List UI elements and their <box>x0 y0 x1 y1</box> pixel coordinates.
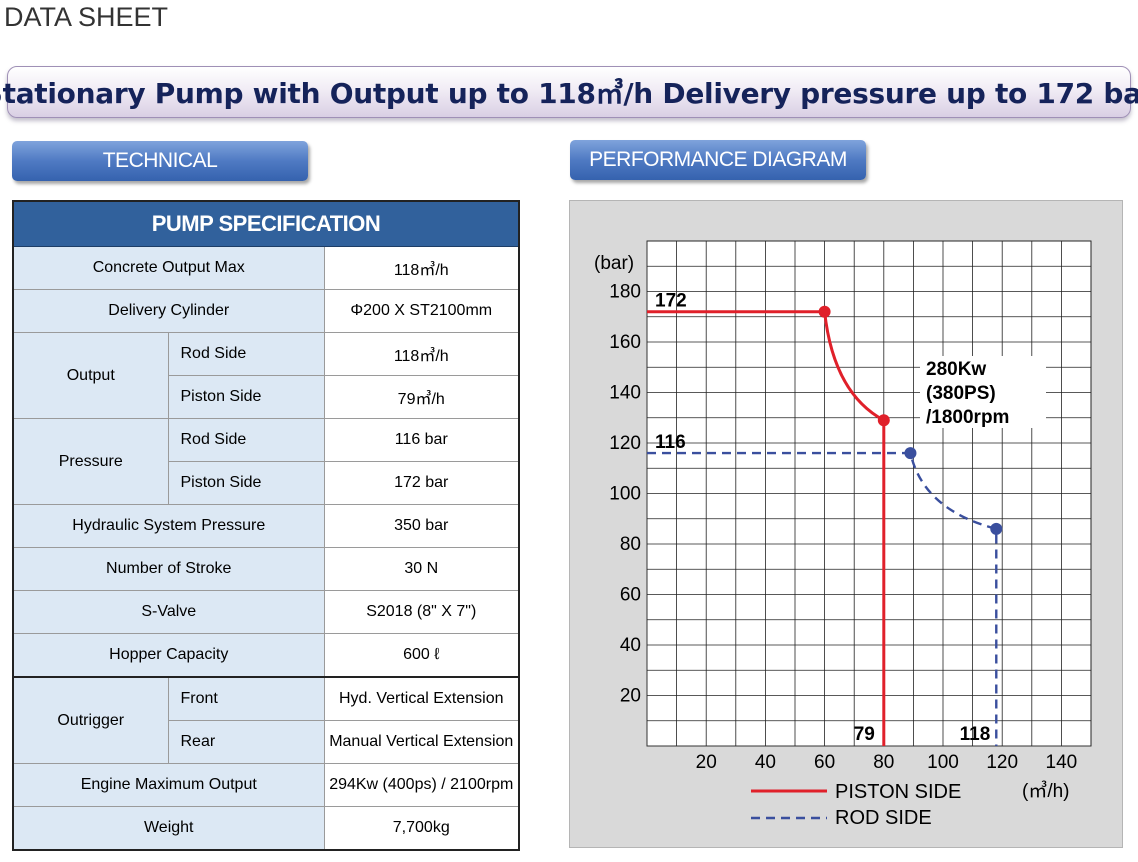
row-sublabel: Front <box>167 676 325 721</box>
legend-label-piston: PISTON SIDE <box>835 781 961 803</box>
row-sublabel: Rod Side <box>167 418 325 462</box>
row-value: 30 N <box>323 547 520 591</box>
technical-section-button[interactable]: TECHNICAL <box>12 141 308 181</box>
table-row: Hydraulic System Pressure 350 bar <box>12 504 520 548</box>
x-tick-label: 120 <box>986 752 1018 773</box>
data-point-marker <box>877 414 890 427</box>
table-row: Rear Manual Vertical Extension <box>13 720 520 764</box>
x-tick-label: 20 <box>696 752 717 773</box>
row-value: 118㎥/h <box>323 332 520 376</box>
row-sublabel: Piston Side <box>167 375 325 419</box>
y-tick-label: 60 <box>620 585 641 606</box>
performance-chart: 20 40 60 80 100 120 140 160 180 20 40 60 80 100 120 140… <box>594 240 1092 829</box>
value-label: 118 <box>960 724 991 745</box>
row-value: S2018 (8" X 7") <box>323 590 520 634</box>
x-tick-label: 60 <box>814 752 835 773</box>
row-sublabel: Rear <box>167 720 325 764</box>
performance-diagram-section-button[interactable]: PERFORMANCE DIAGRAM <box>570 140 866 180</box>
table-row: Engine Maximum Output 294Kw (400ps) / 21… <box>12 763 520 807</box>
row-value: Manual Vertical Extension <box>323 720 520 764</box>
y-tick-label: 120 <box>609 433 641 454</box>
x-tick-label: 140 <box>1046 752 1078 773</box>
row-value: 600 ℓ <box>323 633 520 678</box>
title-banner: Stationary Pump with Output up to 118㎥/h… <box>0 66 1138 118</box>
table-row: Pressure Rod Side 116 bar <box>12 418 520 505</box>
value-label: 79 <box>854 724 875 745</box>
value-label: 116 <box>655 432 686 453</box>
y-tick-label: 80 <box>620 534 641 555</box>
legend-label-rod: ROD SIDE <box>835 807 932 829</box>
row-value: 116 bar <box>323 418 520 462</box>
table-row: Concrete Output Max 118㎥/h <box>12 246 520 290</box>
row-value: Φ200 X ST2100mm <box>323 289 520 333</box>
row-label: Hopper Capacity <box>12 633 325 678</box>
table-row: Outrigger Front Hyd. Vertical Extension <box>12 676 520 764</box>
row-label: S-Valve <box>12 590 325 634</box>
annotation-background <box>920 356 1046 428</box>
row-value: 294Kw (400ps) / 2100rpm <box>323 763 520 807</box>
y-tick-label: 20 <box>620 686 641 707</box>
banner-text: Stationary Pump with Output up to 118㎥/h… <box>0 77 1138 110</box>
table-row: Number of Stroke 30 N <box>12 547 520 591</box>
row-group-label: Outrigger <box>12 676 169 764</box>
x-tick-label: 40 <box>755 752 776 773</box>
value-label: 172 <box>655 291 687 312</box>
rating-annotation-line: 280Kw <box>926 359 986 380</box>
row-label: Concrete Output Max <box>12 246 325 290</box>
row-value: Hyd. Vertical Extension <box>323 676 520 721</box>
row-value: 350 bar <box>323 504 520 548</box>
x-tick-label: 80 <box>873 752 894 773</box>
data-point-marker <box>904 447 917 460</box>
x-axis-label: (㎥/h) <box>1022 780 1070 802</box>
table-row: S-Valve S2018 (8" X 7") <box>12 590 520 634</box>
y-tick-label: 140 <box>609 383 641 404</box>
row-sublabel: Rod Side <box>167 332 325 376</box>
table-row: Piston Side 79㎥/h <box>13 375 520 419</box>
row-label: Weight <box>12 806 325 851</box>
row-label: Delivery Cylinder <box>12 289 325 333</box>
row-value: 172 bar <box>323 461 520 505</box>
y-axis-label: (bar) <box>594 253 634 274</box>
row-label: Hydraulic System Pressure <box>12 504 325 548</box>
table-row: Weight 7,700kg <box>12 806 520 851</box>
page-title: DATA SHEET <box>4 2 169 32</box>
table-row: Piston Side 172 bar <box>13 461 520 505</box>
x-tick-label: 100 <box>927 752 959 773</box>
row-label: Number of Stroke <box>12 547 325 591</box>
y-tick-label: 40 <box>620 635 641 656</box>
performance-diagram: 20 40 60 80 100 120 140 160 180 20 40 60 80 100 120 140… <box>569 200 1123 848</box>
table-row: Hopper Capacity 600 ℓ <box>12 633 520 678</box>
series-line-piston <box>647 310 886 746</box>
y-tick-label: 160 <box>609 332 641 353</box>
y-tick-label: 100 <box>609 484 641 505</box>
row-label: Engine Maximum Output <box>12 763 325 807</box>
data-point-marker <box>990 522 1003 535</box>
rating-annotation-line: (380PS) <box>926 383 996 404</box>
y-tick-label: 180 <box>609 282 641 303</box>
row-value: 7,700kg <box>323 806 520 851</box>
rating-annotation-line: /1800rpm <box>926 407 1009 428</box>
row-group-label: Pressure <box>12 418 169 505</box>
table-row: Delivery Cylinder Φ200 X ST2100mm <box>12 289 520 333</box>
table-row: Output Rod Side 118㎥/h <box>12 332 520 419</box>
row-group-label: Output <box>12 332 169 419</box>
pump-specification-table: PUMP SPECIFICATION Concrete Output Max 1… <box>12 200 520 851</box>
series-line-rod <box>647 451 998 746</box>
row-value: 118㎥/h <box>323 246 520 290</box>
row-value: 79㎥/h <box>323 375 520 419</box>
table-header: PUMP SPECIFICATION <box>12 200 520 247</box>
data-point-marker <box>818 305 831 318</box>
row-sublabel: Piston Side <box>167 461 325 505</box>
